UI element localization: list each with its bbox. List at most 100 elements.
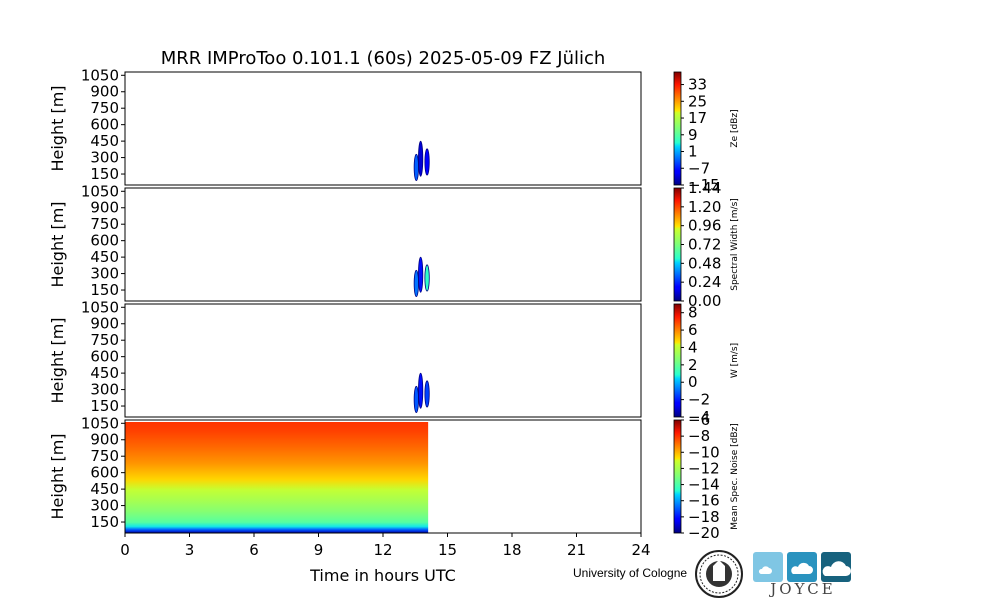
echo-2 — [424, 148, 430, 176]
y-tick-label: 600 — [90, 348, 119, 366]
echo-0 — [413, 385, 419, 414]
y-tick-label: 450 — [90, 132, 119, 150]
echo-1 — [418, 372, 424, 409]
cloud-light-icon — [753, 552, 783, 582]
y-tick-label: 750 — [90, 99, 119, 117]
institution-label: University of Cologne — [573, 566, 688, 580]
colorbar-tick-label: 4 — [688, 338, 698, 356]
colorbar-tick-label: 25 — [688, 92, 707, 110]
y-axis-label: Height [m] — [48, 317, 67, 403]
colorbar-tick-label: −14 — [688, 476, 720, 494]
colorbar-ramp — [673, 71, 682, 186]
colorbar-tick-label: 0.24 — [688, 273, 721, 291]
x-axis-label: Time in hours UTC — [309, 566, 456, 585]
echo-0 — [413, 269, 419, 298]
plot-frame — [124, 303, 642, 418]
plot-area — [125, 188, 641, 301]
colorbar-tick-label: 6 — [688, 321, 698, 339]
x-tick-label: 9 — [314, 541, 324, 559]
y-tick-label: 300 — [90, 149, 119, 167]
colorbar-tick-label: 0.00 — [688, 292, 721, 310]
colorbar-tick-label: −10 — [688, 443, 720, 461]
plot-area — [125, 304, 641, 417]
colorbar-tick-label: 1.44 — [688, 179, 721, 197]
colorbar-tick-label: −4 — [688, 408, 710, 426]
university-seal-icon — [695, 550, 743, 598]
noise-field — [125, 422, 429, 533]
y-tick-label: 150 — [90, 281, 119, 299]
echo-2 — [424, 264, 430, 292]
y-tick-label: 150 — [90, 397, 119, 415]
colorbar-spectral-width: 0.000.240.480.720.961.201.44 Spectral Wid… — [673, 179, 740, 310]
colorbar-tick-label: 0 — [688, 373, 698, 391]
colorbar-label: W [m/s] — [730, 343, 740, 378]
x-tick-label: 0 — [120, 541, 130, 559]
colorbar-tick-label: 1.20 — [688, 198, 721, 216]
colorbar-tick-label: −8 — [688, 427, 710, 445]
y-tick-label: 300 — [90, 497, 119, 515]
joyce-logo — [753, 552, 851, 582]
colorbar-tick-label: −18 — [688, 508, 720, 526]
y-tick-label: 900 — [90, 431, 119, 449]
joyce-logo-text: JOYCE — [770, 580, 836, 598]
echo-1 — [418, 140, 424, 177]
y-tick-label: 900 — [90, 83, 119, 101]
x-tick-label: 12 — [373, 541, 392, 559]
x-tick-label: 21 — [567, 541, 586, 559]
colorbar-tick-label: 0.48 — [688, 254, 721, 272]
y-tick-label: 1050 — [81, 66, 119, 84]
colorbar-tick-label: 0.72 — [688, 236, 721, 254]
echo-2 — [424, 380, 430, 408]
x-tick-label: 15 — [438, 541, 457, 559]
colorbar-tick-label: −7 — [688, 159, 710, 177]
y-tick-label: 900 — [90, 199, 119, 217]
y-tick-label: 300 — [90, 265, 119, 283]
colorbar-ramp — [673, 419, 682, 534]
colorbar-label: Spectral Width [m/s] — [730, 198, 740, 291]
y-tick-label: 450 — [90, 248, 119, 266]
colorbar-mean-spectral-noise: −20−18−16−14−12−10−8−6 Mean Spec. Noise [… — [673, 411, 740, 542]
colorbar-ramp — [673, 303, 682, 418]
colorbar-tick-label: −20 — [688, 524, 720, 542]
y-tick-label: 600 — [90, 464, 119, 482]
colorbar-label: Ze [dBz] — [730, 109, 740, 147]
x-axis: 0 3 6 9 12 15 18 21 24 — [120, 533, 651, 559]
colorbar-tick-label: −16 — [688, 492, 720, 510]
y-tick-label: 750 — [90, 331, 119, 349]
colorbar-tick-label: −6 — [688, 411, 710, 429]
colorbar-ramp — [673, 187, 682, 302]
colorbar-tick-label: −12 — [688, 459, 720, 477]
y-tick-label: 900 — [90, 315, 119, 333]
y-tick-label: 150 — [90, 165, 119, 183]
y-tick-label: 1050 — [81, 182, 119, 200]
chart-title: MRR IMProToo 0.101.1 (60s) 2025-05-09 FZ… — [161, 48, 606, 69]
y-tick-label: 150 — [90, 513, 119, 531]
echo-1 — [418, 256, 424, 293]
y-tick-label: 1050 — [81, 414, 119, 432]
colorbar-tick-label: −2 — [688, 391, 710, 409]
y-tick-label: 750 — [90, 447, 119, 465]
y-axis-label: Height [m] — [48, 85, 67, 171]
y-axis-label: Height [m] — [48, 201, 67, 287]
y-tick-label: 600 — [90, 232, 119, 250]
y-tick-label: 450 — [90, 480, 119, 498]
colorbar-tick-label: 9 — [688, 126, 698, 144]
colorbar-tick-label: 1 — [688, 143, 698, 161]
y-tick-label: 750 — [90, 215, 119, 233]
colorbar-tick-label: 17 — [688, 109, 707, 127]
echo-0 — [413, 153, 419, 182]
y-tick-label: 600 — [90, 116, 119, 134]
y-tick-label: 1050 — [81, 298, 119, 316]
colorbar-tick-label: 2 — [688, 356, 698, 374]
colorbar-tick-label: 0.96 — [688, 217, 721, 235]
x-tick-label: 18 — [502, 541, 521, 559]
y-tick-label: 450 — [90, 364, 119, 382]
